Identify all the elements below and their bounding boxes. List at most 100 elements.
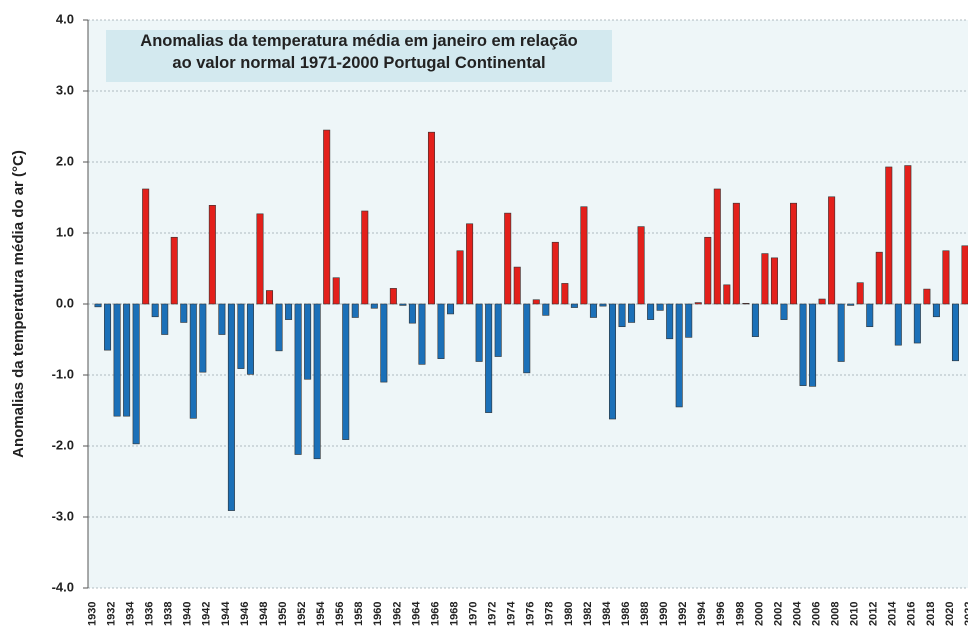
bar (523, 303, 531, 374)
bar (885, 166, 893, 305)
bar (732, 202, 740, 305)
bar (694, 302, 702, 305)
bar (437, 303, 445, 359)
bar (790, 202, 798, 305)
bar (313, 303, 321, 460)
x-tick-label: 1964 (410, 601, 422, 626)
bar (380, 303, 388, 383)
y-tick-label: 4.0 (56, 11, 74, 26)
bar (751, 303, 759, 337)
x-tick-label: 1982 (582, 602, 594, 626)
y-tick-label: -1.0 (52, 366, 74, 381)
bar (161, 303, 169, 335)
bar (456, 250, 464, 305)
bar (504, 212, 512, 305)
bar (237, 303, 245, 369)
bar (266, 290, 274, 305)
x-tick-label: 1934 (125, 601, 137, 626)
bar (542, 303, 550, 316)
bar (142, 188, 150, 305)
x-tick-label: 1940 (182, 602, 194, 626)
bar (904, 165, 912, 305)
bar (847, 303, 855, 306)
x-tick-label: 2020 (944, 602, 956, 626)
bar (123, 303, 131, 417)
bar (723, 284, 731, 305)
bar (218, 303, 226, 335)
bar (761, 253, 769, 305)
x-tick-label: 1962 (391, 602, 403, 626)
x-tick-label: 1948 (258, 602, 270, 626)
x-tick-label: 1990 (658, 602, 670, 626)
x-tick-label: 1974 (506, 601, 518, 626)
x-tick-label: 1930 (86, 602, 98, 626)
bar (932, 303, 940, 318)
x-tick-label: 1956 (334, 602, 346, 626)
bar (532, 299, 540, 305)
bar (570, 303, 578, 308)
bar (361, 210, 369, 305)
bar (875, 251, 883, 305)
bar (227, 303, 235, 511)
x-tick-label: 1966 (429, 602, 441, 626)
bar (828, 196, 836, 305)
bar (370, 303, 378, 309)
bar (389, 288, 397, 305)
y-tick-label: 0.0 (56, 295, 74, 310)
bar (561, 283, 569, 305)
bar (713, 188, 721, 305)
bar (466, 223, 474, 305)
bar (866, 303, 874, 328)
bar (170, 236, 178, 305)
x-tick-label: 1988 (639, 602, 651, 626)
x-tick-label: 1936 (144, 602, 156, 626)
bar (608, 303, 616, 420)
bar (856, 282, 864, 305)
bar (923, 288, 931, 305)
x-tick-label: 2008 (830, 602, 842, 626)
bar (951, 303, 959, 362)
bar (647, 303, 655, 320)
bar (942, 250, 950, 305)
x-tick-label: 2022 (963, 602, 968, 626)
bar (913, 303, 921, 344)
x-tick-label: 1994 (696, 601, 708, 626)
x-tick-label: 1954 (315, 601, 327, 626)
x-tick-label: 2014 (887, 601, 899, 626)
bar (494, 303, 502, 357)
x-tick-label: 1976 (525, 602, 537, 626)
bar (618, 303, 626, 328)
bar (447, 303, 455, 315)
x-tick-label: 1950 (277, 602, 289, 626)
bar (704, 236, 712, 305)
x-tick-label: 1980 (563, 602, 575, 626)
x-tick-label: 1984 (601, 601, 613, 626)
bar (628, 303, 636, 323)
x-tick-label: 2004 (791, 601, 803, 626)
bar (675, 303, 683, 408)
bar (475, 303, 483, 362)
bar (408, 303, 416, 324)
bar (151, 303, 159, 318)
x-tick-label: 1960 (372, 602, 384, 626)
bar (580, 206, 588, 305)
bar (113, 303, 121, 417)
x-tick-label: 1938 (163, 602, 175, 626)
bar (246, 303, 254, 375)
bar (809, 303, 817, 387)
bar (399, 303, 407, 306)
x-tick-label: 1972 (487, 602, 499, 626)
x-tick-label: 1944 (220, 601, 232, 626)
x-tick-label: 2002 (772, 602, 784, 626)
x-tick-label: 1958 (353, 602, 365, 626)
bar (837, 303, 845, 362)
bar (485, 303, 493, 413)
bar (351, 303, 359, 318)
bar (94, 303, 102, 308)
bar (551, 241, 559, 305)
x-tick-label: 1978 (544, 602, 556, 626)
bar (513, 266, 521, 305)
bar (208, 205, 216, 305)
x-tick-label: 1968 (448, 602, 460, 626)
bar (742, 302, 750, 305)
